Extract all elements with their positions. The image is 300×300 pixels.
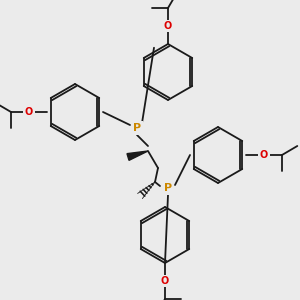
Text: O: O xyxy=(164,21,172,31)
Text: O: O xyxy=(25,107,33,117)
Text: P: P xyxy=(164,183,172,193)
Text: P: P xyxy=(133,123,141,133)
Text: O: O xyxy=(161,276,169,286)
Text: O: O xyxy=(260,150,268,160)
Polygon shape xyxy=(127,151,148,160)
